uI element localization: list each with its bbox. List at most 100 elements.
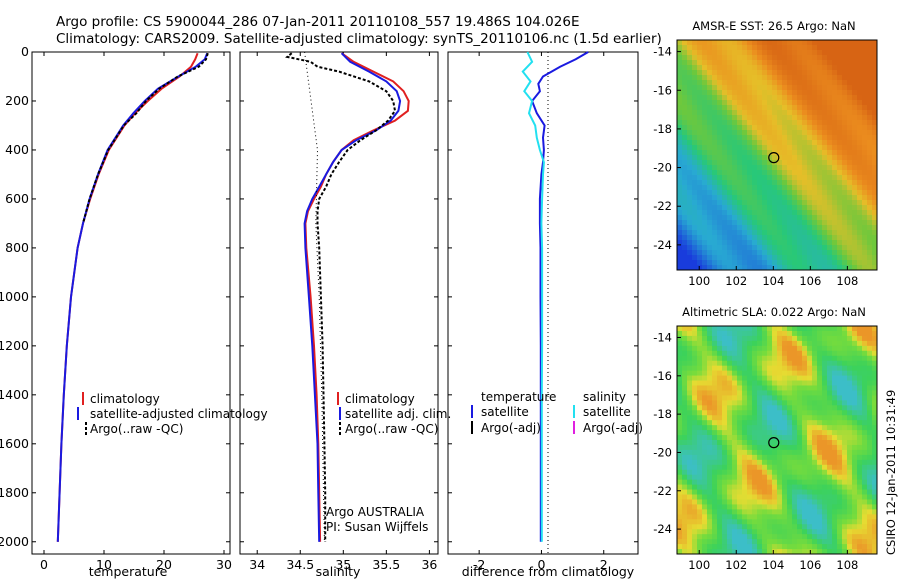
map-cell bbox=[827, 205, 833, 211]
map-cell bbox=[827, 120, 833, 126]
map-cell bbox=[857, 135, 863, 141]
map-cell bbox=[862, 100, 868, 106]
map-cell bbox=[732, 459, 738, 466]
map-cell bbox=[722, 479, 728, 486]
map-cell bbox=[727, 60, 733, 66]
map-cell bbox=[802, 90, 808, 96]
map-cell bbox=[737, 410, 743, 416]
map-cell bbox=[767, 524, 773, 530]
map-cell bbox=[742, 449, 748, 456]
map-cell bbox=[702, 544, 708, 550]
map-cell bbox=[747, 75, 753, 81]
map-cell bbox=[822, 80, 828, 86]
map-cell bbox=[752, 350, 758, 357]
map-cell bbox=[697, 519, 703, 525]
map-cell bbox=[822, 55, 828, 61]
map-cell bbox=[742, 514, 748, 520]
map-cell bbox=[697, 125, 703, 131]
map-cell bbox=[797, 40, 803, 46]
map-cell bbox=[752, 504, 758, 510]
map-cell bbox=[692, 509, 698, 515]
map-cell bbox=[797, 400, 803, 406]
map-cell bbox=[807, 205, 813, 211]
map-cell bbox=[697, 509, 703, 515]
map-cell bbox=[732, 195, 738, 201]
map-cell bbox=[677, 340, 683, 347]
map-cell bbox=[862, 220, 868, 226]
map-cell bbox=[747, 479, 753, 486]
map-cell bbox=[812, 479, 818, 486]
map-cell bbox=[697, 220, 703, 226]
map-cell bbox=[767, 375, 773, 381]
map-cell bbox=[702, 435, 708, 441]
map-cell bbox=[767, 185, 773, 191]
series-line-climatology bbox=[56, 52, 199, 542]
map-cell bbox=[757, 50, 763, 56]
map-cell bbox=[747, 326, 753, 332]
map-cell bbox=[757, 105, 763, 111]
map-cell bbox=[742, 210, 748, 216]
map-cell bbox=[872, 80, 878, 86]
map-cell bbox=[802, 220, 808, 226]
map-cell bbox=[857, 175, 863, 181]
map-cell bbox=[852, 435, 858, 441]
map-cell bbox=[772, 335, 778, 342]
map-cell bbox=[712, 539, 718, 545]
map-cell bbox=[692, 380, 698, 386]
map-cell bbox=[767, 499, 773, 505]
map-cell bbox=[867, 235, 873, 241]
map-cell bbox=[852, 230, 858, 236]
map-cell bbox=[707, 534, 713, 540]
map-cell bbox=[722, 120, 728, 126]
map-cell bbox=[852, 385, 858, 391]
map-cell bbox=[762, 519, 768, 525]
map-cell bbox=[732, 145, 738, 151]
map-cell bbox=[787, 390, 793, 396]
map-cell bbox=[857, 160, 863, 166]
map-cell bbox=[847, 145, 853, 151]
map-cell bbox=[792, 60, 798, 66]
map-cell bbox=[867, 140, 873, 146]
map-cell bbox=[687, 160, 693, 166]
map-cell bbox=[702, 494, 708, 500]
map-cell bbox=[787, 100, 793, 106]
map-cell bbox=[777, 55, 783, 61]
map-cell bbox=[792, 110, 798, 116]
map-cell bbox=[742, 405, 748, 411]
map-cell bbox=[737, 145, 743, 151]
map-cell bbox=[822, 509, 828, 515]
map-cell bbox=[742, 330, 748, 337]
map-cell bbox=[682, 120, 688, 126]
map-cell bbox=[732, 449, 738, 456]
map-cell bbox=[682, 195, 688, 201]
map-cell bbox=[857, 425, 863, 431]
map-cell bbox=[697, 50, 703, 56]
map-cell bbox=[777, 519, 783, 525]
map-cell bbox=[872, 539, 878, 545]
map-cell bbox=[702, 110, 708, 116]
map-cell bbox=[852, 170, 858, 176]
map-cell bbox=[787, 340, 793, 347]
map-cell bbox=[827, 330, 833, 337]
map-cell bbox=[697, 400, 703, 406]
map-cell bbox=[787, 435, 793, 441]
map-cell bbox=[862, 385, 868, 391]
map-cell bbox=[717, 95, 723, 101]
map-cell bbox=[732, 385, 738, 391]
map-cell bbox=[722, 365, 728, 372]
map-cell bbox=[857, 390, 863, 396]
map-cell bbox=[677, 225, 683, 231]
map-cell bbox=[687, 105, 693, 111]
map-cell bbox=[757, 529, 763, 535]
map-cell bbox=[742, 504, 748, 510]
map-cell bbox=[852, 90, 858, 96]
map-cell bbox=[752, 355, 758, 362]
map-cell bbox=[727, 330, 733, 337]
map-cell bbox=[727, 160, 733, 166]
map-cell bbox=[682, 405, 688, 411]
map-cell bbox=[752, 260, 758, 266]
map-cell bbox=[832, 454, 838, 461]
map-cell bbox=[682, 330, 688, 337]
map-cell bbox=[677, 390, 683, 396]
map-cell bbox=[872, 100, 878, 106]
